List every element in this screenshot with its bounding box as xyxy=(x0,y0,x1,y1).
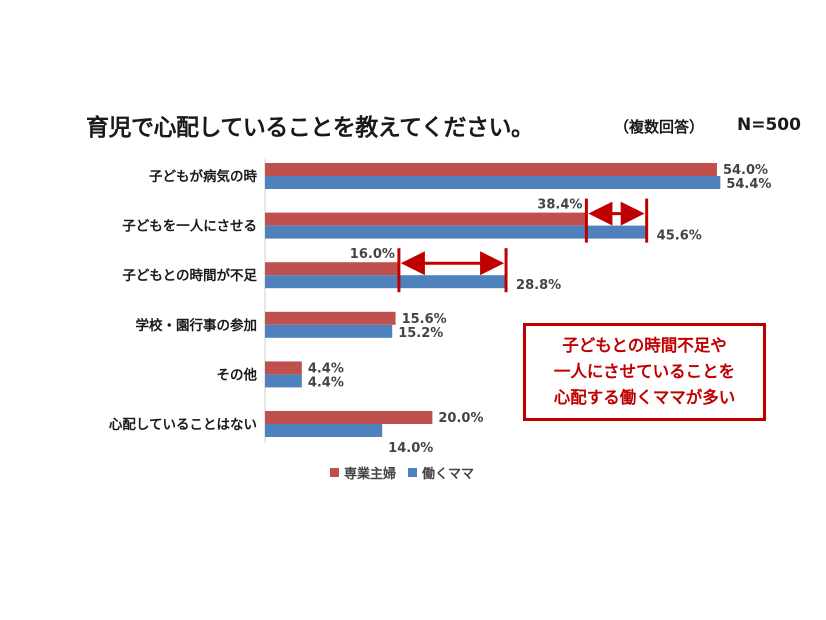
category-label: 子どもとの時間が不足 xyxy=(122,267,257,284)
bar-working xyxy=(265,275,507,289)
bar-housewife xyxy=(265,311,396,325)
callout-line-2: 一人にさせていることを xyxy=(553,362,736,381)
bar-working xyxy=(265,324,393,338)
sample-size: N=500 xyxy=(737,115,801,135)
data-label-housewife: 15.6% xyxy=(402,312,447,327)
category-label: 心配していることはない xyxy=(109,417,257,433)
category-label: 学校・園行事の参加 xyxy=(136,317,258,334)
data-label-working: 15.2% xyxy=(398,326,443,341)
data-label-working: 4.4% xyxy=(308,375,344,390)
chart-subtitle: （複数回答） xyxy=(614,118,705,136)
category-label: 子どもを一人にさせる xyxy=(122,219,257,235)
bar-working xyxy=(265,176,721,189)
bar-working xyxy=(265,225,647,239)
legend-swatch-housewife xyxy=(330,468,339,477)
bar-housewife xyxy=(265,262,399,276)
data-label-housewife: 38.4% xyxy=(537,198,582,213)
data-label-housewife: 16.0% xyxy=(350,247,395,262)
legend-swatch-working xyxy=(408,468,418,477)
bar-working xyxy=(265,424,383,437)
data-label-working: 14.0% xyxy=(388,441,433,456)
legend-label-working: 働くママ xyxy=(422,467,475,482)
bar-housewife xyxy=(265,411,433,424)
legend-label-housewife: 専業主婦 xyxy=(344,467,397,482)
callout-box: 子どもとの時間不足や 一人にさせていることを 心配する働くママが多い xyxy=(523,323,766,421)
data-label-housewife: 4.4% xyxy=(308,361,344,376)
data-label-housewife: 54.0% xyxy=(723,163,768,178)
category-label: その他 xyxy=(217,366,258,383)
legend-item-working: 働くママ xyxy=(408,463,474,482)
data-label-working: 45.6% xyxy=(657,229,702,244)
data-label-working: 28.8% xyxy=(516,278,561,293)
data-label-working: 54.4% xyxy=(726,177,771,192)
data-label-housewife: 20.0% xyxy=(438,411,483,426)
legend: 専業主婦 働くママ xyxy=(330,463,486,482)
bar-housewife xyxy=(265,212,587,226)
chart-title: 育児で心配していることを教えてください。 xyxy=(86,115,534,141)
callout-line-1: 子どもとの時間不足や xyxy=(562,336,727,355)
legend-item-housewife: 専業主婦 xyxy=(330,463,396,482)
bar-housewife xyxy=(265,163,717,176)
category-label: 子どもが病気の時 xyxy=(149,168,257,185)
callout-line-3: 心配する働くママが多い xyxy=(553,388,736,407)
bar-working xyxy=(265,374,302,388)
bar-housewife xyxy=(265,361,302,375)
